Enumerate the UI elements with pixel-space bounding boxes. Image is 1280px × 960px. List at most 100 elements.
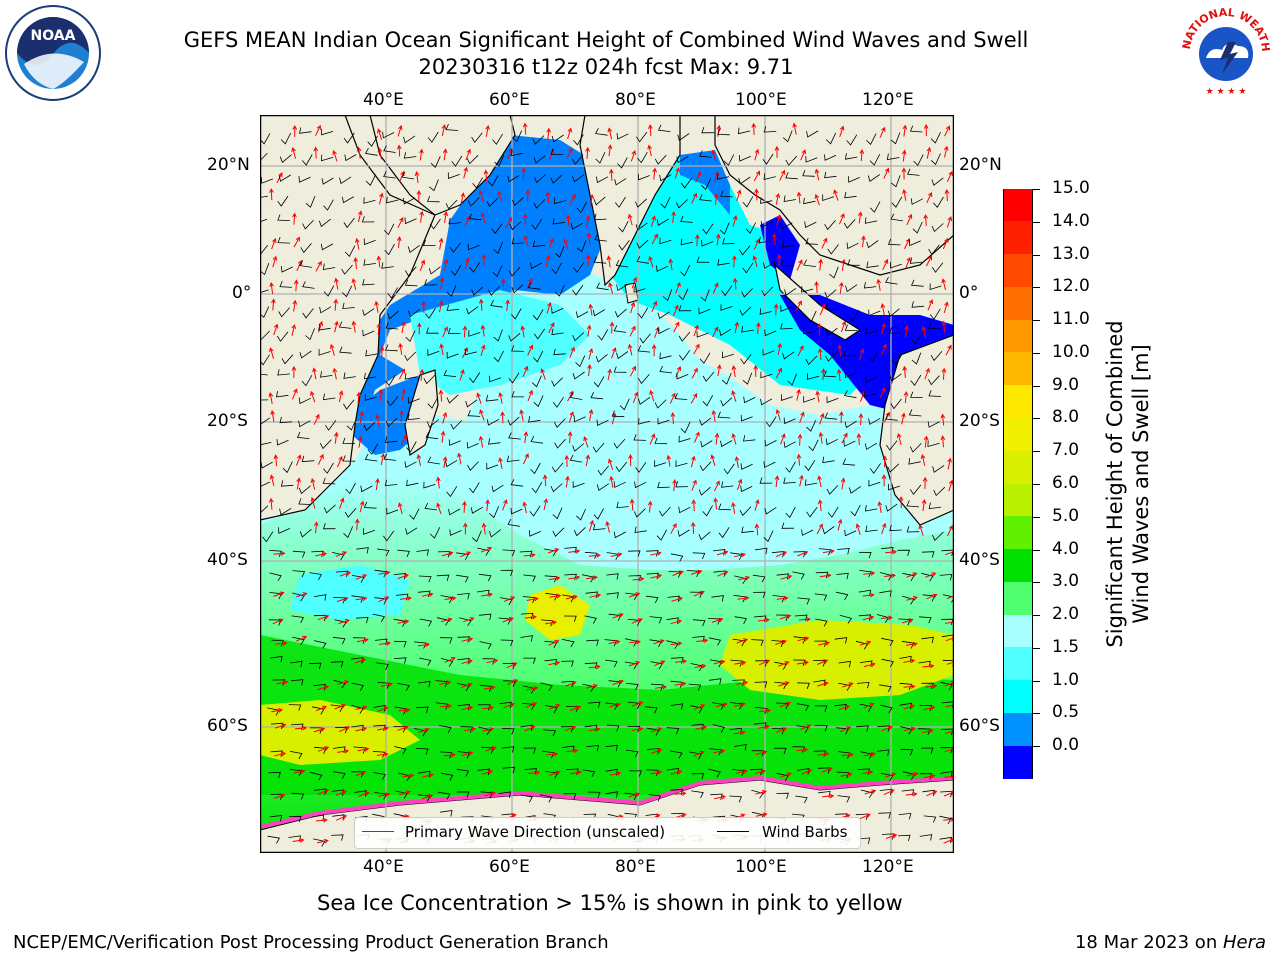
wave-direction-arrow (775, 639, 787, 645)
wave-direction-arrow (527, 344, 534, 356)
wave-direction-arrow (691, 367, 698, 379)
lat-tick-right-60s: 60°S (959, 716, 1000, 736)
wave-direction-arrow (751, 122, 757, 135)
wind-barb (384, 479, 398, 487)
wave-direction-arrow (548, 237, 554, 250)
wind-barb (930, 153, 941, 166)
wind-barb (363, 501, 377, 509)
wind-barb (408, 308, 421, 318)
wave-direction-arrow (397, 725, 409, 731)
wave-direction-arrow (836, 368, 842, 381)
wind-barb (635, 462, 647, 473)
wind-barb (450, 264, 462, 276)
wave-direction-arrow (567, 127, 573, 140)
wave-direction-arrow (839, 281, 844, 294)
wind-barb (314, 788, 327, 795)
wind-barb (362, 278, 375, 286)
wind-barb (763, 126, 777, 133)
wind-barb (321, 177, 334, 185)
wind-barb (764, 439, 777, 447)
wind-barb (260, 218, 268, 223)
wave-direction-arrow (797, 660, 809, 666)
wave-direction-arrow (731, 390, 737, 402)
wind-barb (634, 481, 647, 489)
wave-direction-arrow (401, 321, 406, 334)
wind-barb (742, 262, 754, 274)
wind-barb (486, 462, 499, 470)
wind-barb (702, 371, 715, 382)
wind-barb (866, 261, 879, 268)
wind-barb (889, 373, 902, 382)
wave-direction-arrow (736, 638, 748, 644)
wind-barb (440, 772, 454, 781)
wind-barb (334, 619, 347, 628)
wind-barb (910, 374, 922, 386)
wind-barb (374, 569, 388, 578)
wind-barb (290, 679, 304, 686)
wind-barb (302, 219, 314, 230)
wind-barb (440, 810, 453, 817)
wave-direction-arrow (273, 323, 279, 336)
wave-direction-arrow (776, 253, 782, 267)
wind-barb (708, 768, 721, 778)
wave-direction-arrow (481, 592, 494, 597)
wave-direction-arrow (841, 432, 848, 444)
wind-barb (911, 333, 922, 345)
wave-direction-arrow (607, 368, 612, 381)
wave-direction-arrow (864, 751, 877, 757)
wind-barb (465, 399, 478, 408)
wave-direction-arrow (505, 216, 512, 228)
wind-barb (645, 706, 658, 714)
wind-barb (310, 771, 323, 781)
wind-barb (468, 330, 481, 337)
wind-barb (615, 461, 628, 473)
wave-direction-arrow (902, 365, 908, 378)
wave-direction-arrow (881, 343, 887, 355)
wind-barb (543, 729, 556, 737)
wind-barb (864, 442, 878, 450)
wind-barb (720, 304, 733, 311)
wave-direction-arrow (670, 619, 683, 625)
wave-direction-arrow (421, 300, 427, 313)
wave-direction-arrow (421, 794, 434, 800)
wave-direction-arrow (753, 364, 759, 377)
wave-direction-arrow (695, 171, 702, 183)
wind-barb (760, 221, 773, 228)
wave-direction-arrow (313, 413, 320, 425)
wave-direction-arrow (421, 592, 434, 597)
wind-barb (760, 398, 773, 406)
wind-barb (386, 196, 399, 204)
wind-barb (271, 639, 285, 647)
wind-barb (276, 439, 289, 446)
wind-barb (785, 461, 796, 473)
colorbar-segment (1004, 549, 1032, 583)
wind-barb (288, 704, 302, 711)
wave-direction-arrow (885, 549, 898, 555)
wave-direction-arrow (690, 569, 703, 575)
wind-barb (858, 589, 872, 597)
wind-barb (635, 222, 648, 231)
wave-direction-arrow (885, 833, 898, 839)
wind-barb (927, 421, 940, 428)
wave-direction-arrow (463, 166, 468, 179)
wind-barb (656, 218, 669, 226)
wind-barb (405, 266, 417, 277)
wind-barb (343, 399, 355, 410)
wind-barb (698, 307, 711, 315)
wave-direction-arrow (609, 475, 614, 488)
wind-barb (879, 788, 893, 796)
wave-direction-arrow (940, 413, 946, 426)
wave-direction-arrow (882, 455, 888, 468)
wave-direction-arrow (545, 191, 551, 204)
wind-barb (635, 198, 647, 208)
wave-direction-arrow (337, 455, 343, 468)
wind-barb (511, 284, 524, 294)
wave-direction-arrow (839, 125, 845, 138)
wave-direction-arrow (797, 433, 803, 446)
colorbar-tick-mark (1033, 746, 1040, 748)
lat-tick-left-20s: 20°S (207, 411, 248, 431)
wave-direction-arrow (838, 705, 850, 711)
wave-direction-arrow (398, 368, 405, 380)
wind-barb (573, 415, 586, 423)
wave-direction-arrow (943, 817, 954, 822)
